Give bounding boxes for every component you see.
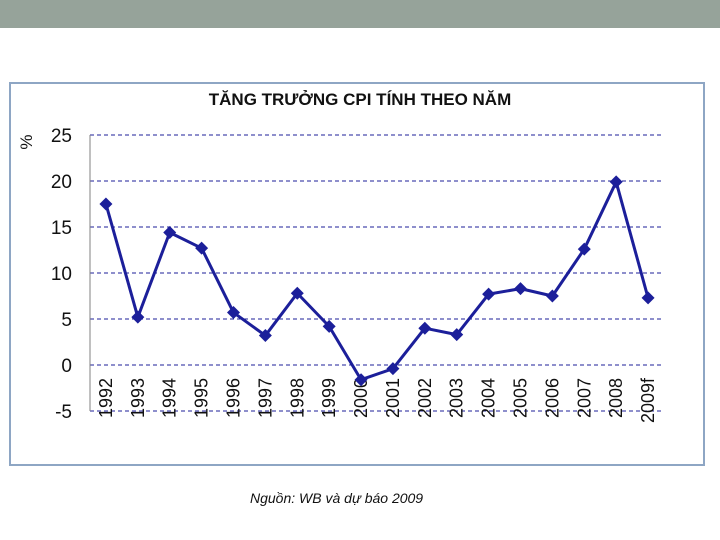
x-tick-label: 2008 [606,378,626,418]
x-tick-label: 1993 [128,378,148,418]
data-point [322,319,336,333]
data-point [258,329,272,343]
x-tick-label: 2000 [351,378,371,418]
x-tick-label: 2005 [511,378,531,418]
data-point [418,321,432,335]
y-tick-label: 25 [51,126,72,147]
x-tick-label: 2001 [383,378,403,418]
x-tick-label: 1999 [319,378,339,418]
x-tick-label: 2002 [415,378,435,418]
data-point [227,306,240,320]
x-tick-label: 2007 [574,378,594,418]
data-point [195,241,209,255]
top-bar [0,0,720,28]
x-tick-label: 1996 [224,378,244,418]
data-point [545,289,559,303]
x-tick-label: 2006 [542,378,562,418]
x-tick-label: 1992 [96,378,116,418]
source-note: Nguồn: WB và dự báo 2009 [250,490,424,506]
x-tick-label: 1998 [287,378,307,418]
data-point [99,197,113,211]
series-line [104,180,650,382]
y-tick-label: -5 [55,402,72,423]
y-tick-label: 15 [51,218,72,239]
data-point [641,291,655,305]
y-tick-label: 5 [61,310,72,331]
data-point [163,226,177,240]
x-tick-label: 1997 [255,378,275,418]
x-tick-label: 2004 [479,378,499,418]
x-tick-label: 1994 [160,378,180,418]
data-point [386,362,400,376]
x-tick-label: 2009f [638,377,658,423]
data-point [290,286,304,300]
data-point [131,310,145,324]
data-point [482,287,496,301]
data-point [514,282,527,296]
chart-title: TĂNG TRƯỞNG CPI TÍNH THEO NĂM [208,90,512,109]
data-point [354,373,368,387]
y-tick-label: 0 [61,356,72,377]
x-tick-label: 2003 [447,378,467,418]
data-point [450,328,464,342]
x-tick-label: 1995 [192,378,212,418]
data-point [577,242,591,256]
data-point [609,175,623,189]
y-tick-label: 10 [51,264,72,285]
y-tick-label: 20 [51,172,72,193]
